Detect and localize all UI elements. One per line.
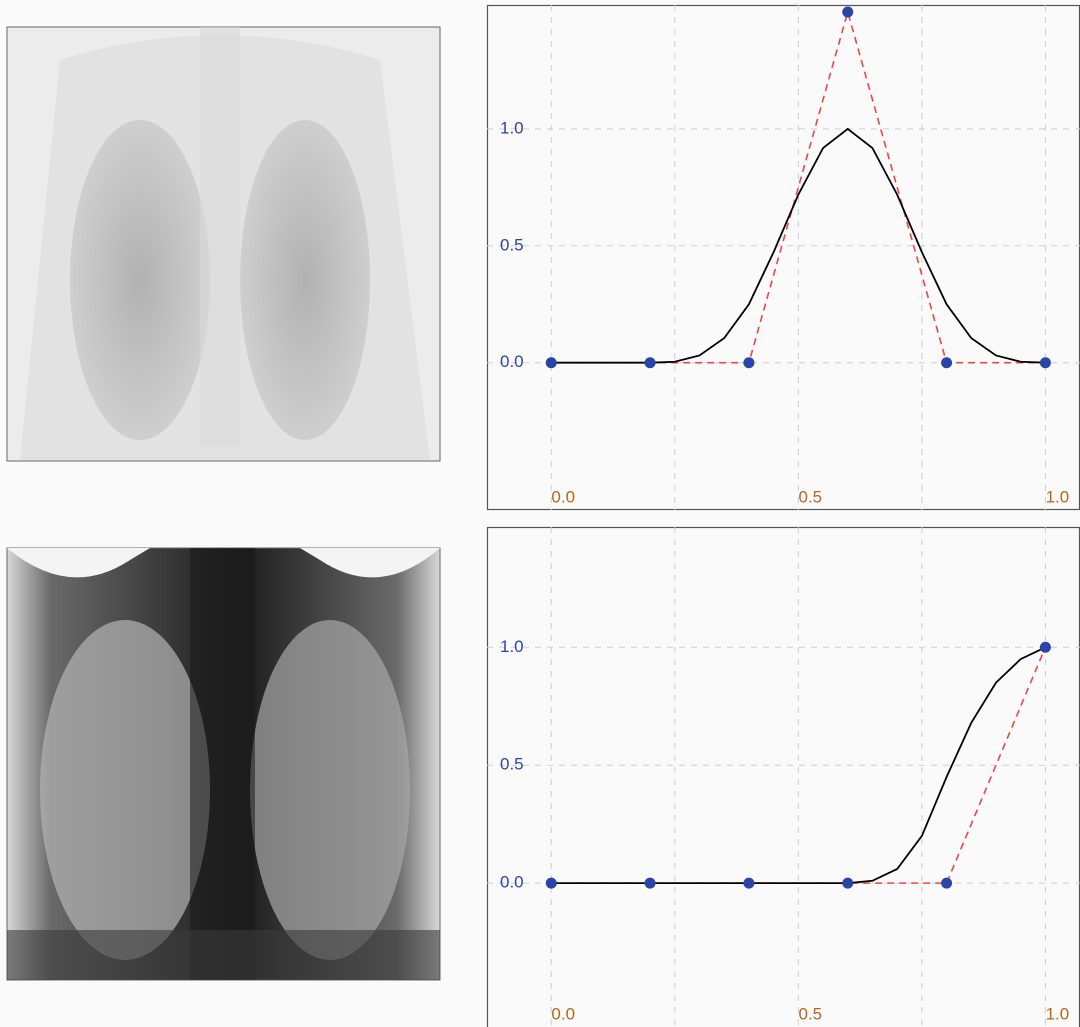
y-tick-label: 1.0 [500, 637, 524, 656]
y-tick-label: 0.0 [500, 873, 524, 892]
control-point [743, 357, 755, 369]
plot-frame [486, 526, 1080, 1027]
control-polygon [551, 9, 1046, 364]
chart-panel: 0.0 0.5 1.0 0.0 0.5 1.0 [486, 526, 1080, 1027]
chart-panel: 0.0 0.5 1.0 0.0 0.5 1.0 [486, 4, 1080, 511]
x-tick-label: 0.0 [551, 1004, 575, 1023]
x-tick-label: 0.0 [551, 487, 575, 506]
y-tick-label: 0.5 [500, 235, 524, 254]
control-point [545, 877, 557, 889]
x-tick-label: 1.0 [1046, 1004, 1070, 1023]
plot-frame [486, 4, 1080, 511]
spline-curve [551, 646, 1046, 885]
control-point [1039, 357, 1051, 369]
control-point [941, 357, 953, 369]
y-tick-label: 1.0 [500, 118, 524, 137]
y-tick-label: 0.5 [500, 755, 524, 774]
control-point [644, 357, 656, 369]
control-point [842, 6, 854, 18]
spline-curve [551, 127, 1046, 364]
y-tick-label: 0.0 [500, 352, 524, 371]
control-point [1039, 641, 1051, 653]
control-point [941, 877, 953, 889]
x-tick-label: 1.0 [1046, 487, 1070, 506]
xray-image-bottom [6, 547, 441, 981]
control-point [743, 877, 755, 889]
x-tick-label: 0.5 [799, 1004, 823, 1023]
control-point [545, 357, 557, 369]
control-point [842, 877, 854, 889]
x-tick-label: 0.5 [799, 487, 823, 506]
xray-image-top [6, 26, 441, 462]
control-point [644, 877, 656, 889]
control-polygon [551, 646, 1047, 884]
